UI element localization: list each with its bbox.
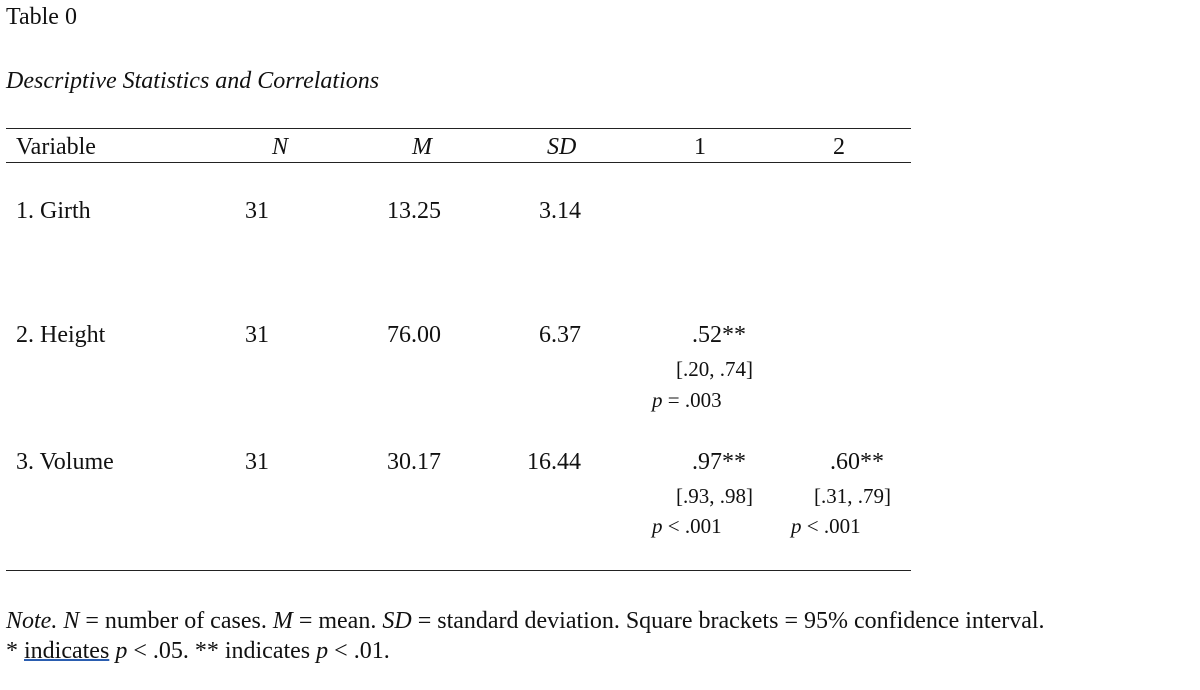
p-symbol: p	[791, 514, 802, 538]
p-value: p = .003	[652, 388, 722, 413]
sd-symbol: SD	[382, 608, 412, 634]
row-n: 31	[245, 198, 269, 224]
spellcheck-word[interactable]: indicates	[24, 638, 110, 664]
star-marker: *	[6, 638, 24, 664]
row-variable: 1. Girth	[16, 198, 91, 224]
significance-text: < .05. ** indicates	[127, 638, 317, 664]
header-sd: SD	[547, 134, 577, 160]
m-symbol: M	[272, 608, 293, 634]
p-symbol: p	[316, 638, 329, 664]
table-note: Note. N = number of cases. M = mean. SD …	[6, 606, 1045, 666]
row-m: 30.17	[387, 449, 441, 475]
row-sd: 6.37	[539, 322, 581, 348]
p-value: p < .001	[652, 514, 722, 539]
header-variable: Variable	[16, 134, 96, 160]
header-n: N	[272, 134, 289, 160]
correlation-value: .97**	[692, 449, 746, 475]
m-definition: = mean.	[292, 608, 383, 634]
row-m: 76.00	[387, 322, 441, 348]
note-line-1: Note. N = number of cases. M = mean. SD …	[6, 606, 1045, 636]
p-value-text: < .001	[801, 514, 861, 538]
bottom-rule	[6, 570, 911, 571]
p-value: p < .001	[791, 514, 861, 539]
header-col-2: 2	[833, 134, 845, 160]
p-value-text: < .001	[662, 514, 722, 538]
row-variable: 3. Volume	[16, 449, 114, 475]
header-col-1: 1	[694, 134, 706, 160]
top-rule	[6, 128, 911, 129]
n-definition: = number of cases.	[79, 608, 273, 634]
table-title: Descriptive Statistics and Correlations	[6, 68, 380, 94]
row-sd: 16.44	[527, 449, 581, 475]
correlation-value: .60**	[830, 449, 884, 475]
header-m: M	[412, 134, 432, 160]
row-sd: 3.14	[539, 198, 581, 224]
confidence-interval: [.93, .98]	[676, 484, 753, 508]
sd-definition: = standard deviation. Square brackets = …	[411, 608, 1045, 634]
confidence-interval: [.31, .79]	[814, 484, 891, 508]
p-symbol: p	[115, 638, 128, 664]
row-n: 31	[245, 449, 269, 475]
note-label: Note.	[6, 608, 58, 634]
p-symbol: p	[652, 388, 663, 412]
header-rule	[6, 162, 911, 163]
n-symbol: N	[63, 608, 80, 634]
confidence-interval: [.20, .74]	[676, 357, 753, 381]
correlation-value: .52**	[692, 322, 746, 348]
significance-text: < .01.	[328, 638, 390, 664]
note-line-2: * indicates p < .05. ** indicates p < .0…	[6, 636, 1045, 666]
row-m: 13.25	[387, 198, 441, 224]
row-n: 31	[245, 322, 269, 348]
table-number: Table 0	[6, 4, 77, 30]
p-value-text: = .003	[662, 388, 722, 412]
p-symbol: p	[652, 514, 663, 538]
row-variable: 2. Height	[16, 322, 106, 348]
